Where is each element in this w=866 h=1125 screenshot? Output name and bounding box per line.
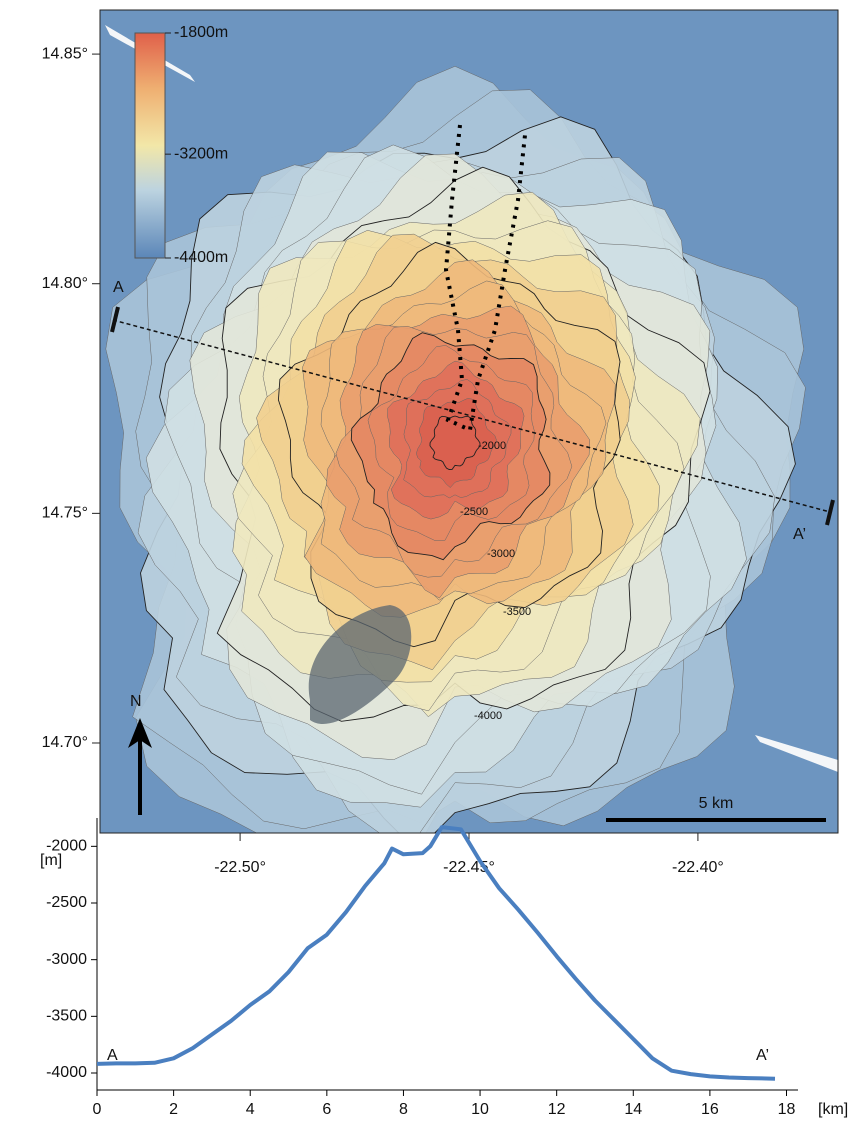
colorbar (135, 33, 165, 258)
section-label: A’ (793, 526, 806, 543)
lon-label: -22.50° (214, 859, 266, 876)
colorbar-label: -3200m (174, 145, 228, 162)
x-tick-label: 6 (322, 1101, 331, 1118)
lat-label: 14.70° (42, 734, 88, 751)
x-tick-label: 12 (548, 1101, 566, 1118)
lat-label: 14.80° (42, 275, 88, 292)
x-tick-label: 14 (624, 1101, 642, 1118)
contour-label: -4000 (474, 710, 502, 722)
contour-label: -2500 (460, 506, 488, 518)
x-axis-label: [km] (818, 1101, 848, 1118)
y-axis-label: [m] (40, 852, 62, 869)
x-tick-label: 18 (778, 1101, 796, 1118)
lat-label: 14.85° (42, 45, 88, 62)
lat-label: 14.75° (42, 505, 88, 522)
colorbar-label: -4400m (174, 249, 228, 266)
x-tick-label: 0 (93, 1101, 102, 1118)
section-label: A (113, 279, 124, 296)
contour-label: -3000 (487, 548, 515, 560)
x-tick-label: 10 (471, 1101, 489, 1118)
scale-label: 5 km (699, 795, 734, 812)
lon-label: -22.40° (672, 859, 724, 876)
y-tick-label: -3500 (46, 1008, 87, 1025)
page: {"map":{ "xlim":[-22.5306,-22.3694],"yli… (0, 0, 866, 1125)
y-tick-label: -4000 (46, 1064, 87, 1081)
y-tick-label: -2000 (46, 838, 87, 855)
x-tick-label: 16 (701, 1101, 719, 1118)
y-tick-label: -2500 (46, 894, 87, 911)
contour-label: -2000 (478, 440, 506, 452)
x-tick-label: 2 (169, 1101, 178, 1118)
contour-label: -3500 (503, 606, 531, 618)
figure: -2000 -2500 -3000 -3500 -4000 A A’ N 5 k… (0, 0, 866, 1125)
x-tick-label: 8 (399, 1101, 408, 1118)
x-tick-label: 4 (246, 1101, 255, 1118)
map: -2000 -2500 -3000 -3500 -4000 A A’ N 5 k… (100, 10, 838, 877)
y-tick-label: -3000 (46, 951, 87, 968)
annotation: A’ (756, 1047, 769, 1064)
north-label: N (130, 693, 142, 710)
colorbar-label: -1800m (174, 24, 228, 41)
